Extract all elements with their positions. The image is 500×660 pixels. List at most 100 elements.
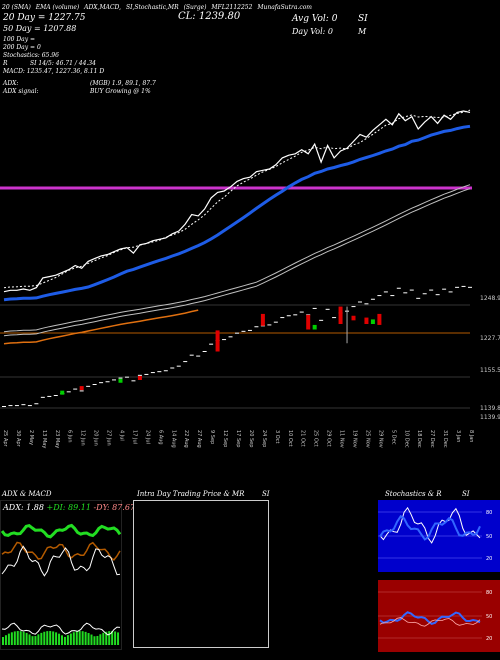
x-label-16: 27 Jun — [106, 430, 112, 446]
intraday-panel — [133, 500, 269, 648]
sma50-label: 50 Day = 1207.88 — [3, 24, 77, 33]
x-label-0: 25 Apr — [2, 430, 8, 448]
early-candle-2 — [118, 378, 123, 383]
avg-vol-label: Avg Vol: 0 — [292, 14, 338, 24]
candle-body-7 — [364, 317, 369, 324]
x-label-44: 10 Oct — [287, 430, 293, 447]
candle-body-0 — [215, 330, 220, 352]
x-label-18: 4 Jul — [119, 430, 125, 441]
macd-hist-12 — [37, 634, 40, 645]
intraday-si-title: SI — [262, 490, 270, 498]
macd-hist-39 — [117, 632, 120, 645]
x-label-2: 30 Apr — [15, 430, 21, 448]
price-axis-label-2: 1155.5 — [480, 367, 500, 374]
macd-hist-0 — [2, 637, 4, 645]
header-symbol: MFL2112252 — [211, 4, 253, 11]
header-sma-tag: 20 (SMA) — [2, 4, 31, 11]
candle-body-1 — [260, 313, 265, 326]
sma100-line-a — [3, 184, 471, 333]
macd-hist-34 — [102, 632, 105, 645]
day-vol-label: Day Vol: 0 — [292, 27, 333, 36]
x-label-54: 19 Nov — [352, 430, 358, 448]
x-label-8: 23 May — [54, 430, 60, 448]
candle-body-3 — [312, 324, 317, 330]
sma100-line-b — [3, 188, 471, 337]
macd-hist-7 — [22, 631, 25, 645]
adx-macd-panel: ADX: 1.88 +DI: 89.11 -DY: 87.67 — [0, 500, 135, 650]
rsi-level-1: 50 — [486, 614, 492, 620]
macd-hist-38 — [114, 631, 117, 645]
x-label-66: 27 Dec — [429, 430, 435, 448]
price-line — [3, 110, 471, 293]
x-label-20: 17 Jul — [131, 430, 137, 444]
intraday-title: Intra Day Trading Price & MR — [137, 490, 245, 498]
x-label-32: 9 Sep — [209, 430, 215, 444]
macd-line — [1, 622, 121, 636]
si-label: SI 14/5: 46.71 / 44.34 — [30, 60, 96, 67]
macd-hist-20 — [61, 635, 63, 645]
adx-readout: ADX: 1.88 +DI: 89.11 -DY: 87.67 — [3, 503, 135, 512]
x-label-34: 12 Sep — [222, 430, 228, 447]
x-label-72: 8 Jan — [468, 430, 474, 442]
early-candle-0 — [60, 390, 65, 395]
x-label-10: 6 Jun — [67, 430, 73, 443]
macd-hist-36 — [108, 631, 111, 645]
x-label-12: 12 Jun — [80, 430, 86, 446]
candle-body-4 — [338, 306, 343, 324]
macd-hist-9 — [28, 634, 31, 645]
x-label-24: 6 Aug — [157, 430, 163, 445]
rsi-signal-line — [379, 617, 481, 627]
stoch-level-0: 80 — [486, 510, 492, 516]
macd-hist-26 — [78, 631, 81, 645]
rsi-svg: 80 50 20 — [378, 590, 492, 642]
adx-label: ADX: — [3, 80, 19, 87]
macd-hist-13 — [40, 632, 43, 645]
x-label-6: 13 May — [41, 430, 47, 448]
macd-hist-29 — [87, 633, 90, 645]
x-label-64: 18 Dec — [416, 430, 422, 448]
x-label-4: 2 May — [28, 430, 34, 445]
sma20-line — [3, 124, 471, 302]
price-axis-label-0: 1248.98 — [480, 295, 500, 302]
sma20-label: 20 Day = 1227.75 — [3, 13, 86, 23]
close-label: CL: 1239.80 — [178, 11, 241, 22]
x-label-60: 5 Dec — [390, 430, 396, 445]
macd-hist-17 — [52, 631, 55, 645]
macd-hist-21 — [63, 636, 66, 645]
macd-hist-35 — [105, 631, 108, 645]
x-label-70: 3 Jan — [455, 430, 461, 442]
adx-macd-svg — [0, 523, 122, 645]
adx-macd-title: ADX & MACD — [2, 490, 52, 498]
pdi-value: +DI: 89.11 — [46, 503, 91, 512]
sma-fast-line — [3, 109, 471, 289]
stochastics-label: Stochastics: 65.96 — [3, 52, 59, 59]
macd-hist-10 — [31, 636, 34, 645]
macd-hist-30 — [90, 634, 93, 645]
macd-hist-24 — [72, 632, 75, 645]
sma200-line — [3, 309, 199, 345]
macd-label: MACD: 1235.47, 1227.36, 8.11 D — [3, 68, 105, 75]
adx-line — [1, 545, 121, 577]
macd-hist-16 — [49, 631, 52, 645]
rsi-label: R — [3, 60, 8, 67]
x-label-58: 29 Nov — [377, 430, 383, 448]
adx-signal-label: ADX signal: — [3, 88, 39, 95]
sma200-label: 200 Day = 0 — [3, 44, 41, 51]
macd-hist-23 — [69, 633, 72, 645]
header-ema-tag: EMA (volume) — [35, 4, 80, 11]
early-candle-3 — [137, 376, 142, 380]
macd-hist-18 — [55, 632, 58, 645]
price-axis-label-3: 1139.8 — [480, 405, 500, 412]
stochastics-title: Stochastics & R — [385, 490, 442, 498]
mdi-value: -DY: 87.67 — [93, 503, 136, 512]
macd-hist-5 — [16, 631, 19, 645]
macd-hist-33 — [99, 634, 102, 645]
stoch-level-2: 20 — [486, 556, 492, 562]
x-label-40: 24 Sep — [261, 430, 267, 447]
mgb-label: (MGB) 1.9, 89.1, 87.7 — [90, 80, 156, 87]
x-label-30: 27 Aug — [196, 430, 202, 448]
x-label-56: 25 Nov — [364, 430, 370, 448]
candle-body-8 — [370, 319, 375, 324]
price-axis-label-1: 1227.79 — [480, 335, 500, 342]
x-label-50: 29 Oct — [326, 430, 332, 447]
